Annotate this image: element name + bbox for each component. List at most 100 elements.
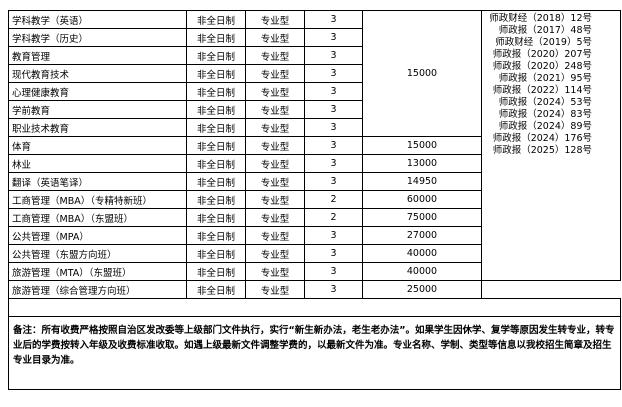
program-name: 学科教学（英语） <box>8 10 187 29</box>
study-mode: 非全日制 <box>186 10 246 29</box>
note: 备注：所有收费严格按照自治区发改委等上级部门文件执行，实行“新生新办法，老生老办… <box>8 316 621 390</box>
program-name: 心理健康教育 <box>8 82 187 101</box>
document-ref: 师政报（2020）207号 <box>492 49 592 60</box>
study-mode: 非全日制 <box>186 118 246 137</box>
study-mode: 非全日制 <box>186 100 246 119</box>
fee: 15000 <box>362 10 482 137</box>
document-ref: 师政报（2022）114号 <box>492 85 592 96</box>
table-row: 职业技术教育 非全日制 专业型 3 <box>8 118 621 137</box>
document-ref: 师政报（2024）53号 <box>498 97 592 108</box>
degree-type: 专业型 <box>245 190 305 209</box>
table-row: 翻译（英语笔译） 非全日制 专业型 3 14950 <box>8 172 621 191</box>
program-name: 职业技术教育 <box>8 118 187 137</box>
fee: 40000 <box>362 262 482 281</box>
degree-type: 专业型 <box>245 208 305 227</box>
degree-type: 专业型 <box>245 46 305 65</box>
years: 3 <box>304 64 363 83</box>
years: 3 <box>304 262 363 281</box>
study-mode: 非全日制 <box>186 280 246 299</box>
degree-type: 专业型 <box>245 64 305 83</box>
fee: 40000 <box>362 244 482 263</box>
document-ref: 师政报（2024）176号 <box>492 133 592 144</box>
document-ref: 师政财经（2018）12号 <box>489 13 592 24</box>
study-mode: 非全日制 <box>186 244 246 263</box>
study-mode: 非全日制 <box>186 154 246 173</box>
note-row: 备注：所有收费严格按照自治区发改委等上级部门文件执行，实行“新生新办法，老生老办… <box>8 316 621 390</box>
fee: 25000 <box>362 280 482 299</box>
years: 3 <box>304 154 363 173</box>
program-name: 体育 <box>8 136 187 155</box>
empty-cell <box>481 280 621 299</box>
program-name: 学科教学（历史） <box>8 28 187 47</box>
study-mode: 非全日制 <box>186 46 246 65</box>
study-mode: 非全日制 <box>186 190 246 209</box>
fee: 60000 <box>362 190 482 209</box>
spacer-row <box>8 298 621 317</box>
table-row: 林业 非全日制 专业型 3 13000 <box>8 154 621 173</box>
program-name: 教育管理 <box>8 46 187 65</box>
degree-type: 专业型 <box>245 262 305 281</box>
degree-type: 专业型 <box>245 244 305 263</box>
study-mode: 非全日制 <box>186 82 246 101</box>
program-name: 公共管理（MPA） <box>8 226 187 245</box>
table-row: 旅游管理（综合管理方向班） 非全日制 专业型 3 25000 <box>8 280 621 299</box>
degree-type: 专业型 <box>245 82 305 101</box>
years: 3 <box>304 136 363 155</box>
document-ref: 师政报（2017）48号 <box>498 25 592 36</box>
fee-table: 学科教学（英语） 非全日制 专业型 3 15000 师政财经（2018）12号 师政报（20… <box>8 10 621 390</box>
fee: 14950 <box>362 172 482 191</box>
degree-type: 专业型 <box>245 226 305 245</box>
years: 2 <box>304 190 363 209</box>
fee: 75000 <box>362 208 482 227</box>
study-mode: 非全日制 <box>186 64 246 83</box>
study-mode: 非全日制 <box>186 262 246 281</box>
years: 3 <box>304 244 363 263</box>
program-name: 旅游管理（综合管理方向班） <box>8 280 187 299</box>
document-ref: 师政报（2024）83号 <box>498 109 592 120</box>
study-mode: 非全日制 <box>186 226 246 245</box>
degree-type: 专业型 <box>245 280 305 299</box>
years: 3 <box>304 172 363 191</box>
table-row: 学科教学（英语） 非全日制 专业型 3 15000 师政财经（2018）12号 师政报（20… <box>8 10 621 281</box>
fee: 15000 <box>362 136 482 155</box>
document-ref: 师政报（2021）95号 <box>498 73 592 84</box>
table-body: 学科教学（英语） 非全日制 专业型 3 15000 师政财经（2018）12号 师政报（20… <box>8 10 621 390</box>
table-row: 现代教育技术 非全日制 专业型 3 <box>8 64 621 83</box>
table-row: 公共管理（东盟方向班） 非全日制 专业型 3 40000 <box>8 244 621 263</box>
program-name: 翻译（英语笔译） <box>8 172 187 191</box>
table-row: 体育 非全日制 专业型 3 15000 <box>8 136 621 155</box>
years: 3 <box>304 100 363 119</box>
study-mode: 非全日制 <box>186 136 246 155</box>
fee: 27000 <box>362 226 482 245</box>
degree-type: 专业型 <box>245 154 305 173</box>
degree-type: 专业型 <box>245 118 305 137</box>
document-ref: 师政财经（2019）5号 <box>495 37 592 48</box>
program-name: 工商管理（MBA）（专精特新班） <box>8 190 187 209</box>
spacer <box>8 298 621 317</box>
table-row: 教育管理 非全日制 专业型 3 <box>8 46 621 65</box>
document-ref: 师政报（2024）89号 <box>498 121 592 132</box>
study-mode: 非全日制 <box>186 28 246 47</box>
study-mode: 非全日制 <box>186 172 246 191</box>
program-name: 现代教育技术 <box>8 64 187 83</box>
years: 2 <box>304 208 363 227</box>
years: 3 <box>304 28 363 47</box>
study-mode: 非全日制 <box>186 208 246 227</box>
years: 3 <box>304 46 363 65</box>
document-ref: 师政报（2025）128号 <box>492 145 592 156</box>
years: 3 <box>304 226 363 245</box>
program-name: 学前教育 <box>8 100 187 119</box>
years: 3 <box>304 118 363 137</box>
degree-type: 专业型 <box>245 100 305 119</box>
years: 3 <box>304 10 363 29</box>
degree-type: 专业型 <box>245 172 305 191</box>
program-name: 公共管理（东盟方向班） <box>8 244 187 263</box>
table-row: 学前教育 非全日制 专业型 3 <box>8 100 621 119</box>
program-name: 林业 <box>8 154 187 173</box>
document-ref: 师政报（2020）248号 <box>492 61 592 72</box>
degree-type: 专业型 <box>245 10 305 29</box>
degree-type: 专业型 <box>245 28 305 47</box>
program-name: 旅游管理（MTA）（东盟班） <box>8 262 187 281</box>
table-row: 工商管理（MBA）（东盟班） 非全日制 专业型 2 75000 <box>8 208 621 227</box>
